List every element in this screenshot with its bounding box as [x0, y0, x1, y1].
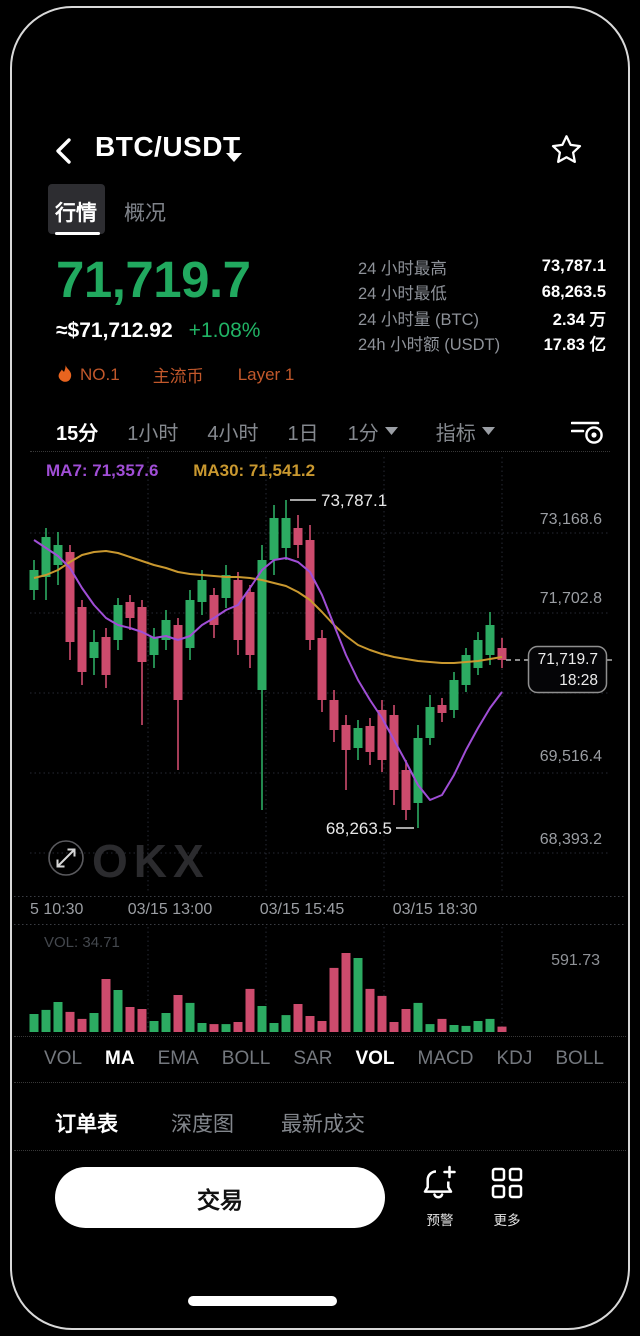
interval-dropdown[interactable]: 1分 [348, 417, 398, 446]
timeframe-1d[interactable]: 1日 [287, 422, 319, 445]
svg-text:OKX: OKX [92, 835, 210, 887]
timeframe-bar: 15分 1小时 4小时 1日 1分 指标 [0, 412, 640, 450]
svg-text:71,719.7: 71,719.7 [538, 651, 598, 668]
flame-icon [58, 365, 72, 382]
trade-button[interactable]: 交易 [55, 1167, 385, 1228]
indicator-boll[interactable]: BOLL [221, 1048, 271, 1069]
timeframe-1h[interactable]: 1小时 [127, 422, 179, 445]
divider [14, 1150, 626, 1151]
divider [14, 1082, 626, 1083]
candlestick-chart[interactable]: OKX 73,787.1 68,263.5 71,719.7 18:28 73,1… [0, 455, 640, 1035]
indicator-ema[interactable]: EMA [157, 1048, 199, 1069]
tab-order-book[interactable]: 订单表 [55, 1113, 118, 1136]
badge-layer1[interactable]: Layer 1 [237, 364, 295, 384]
svg-text:68,393.2: 68,393.2 [540, 831, 602, 848]
badge-mainstream[interactable]: 主流币 [152, 367, 204, 386]
pair-title[interactable]: BTC/USDT [95, 131, 241, 162]
fiat-price: ≈$71,712.92 [56, 319, 173, 342]
indicator-vol-sub[interactable]: VOL [355, 1048, 395, 1069]
indicator-boll-sub[interactable]: BOLL [555, 1048, 604, 1069]
tab-market[interactable]: 行情 [55, 202, 97, 225]
ma7-label: MA7: 71,357.6 [46, 461, 159, 480]
indicator-dropdown[interactable]: 指标 [436, 417, 495, 446]
grid-more-icon [491, 1167, 523, 1199]
more-label: 更多 [493, 1213, 521, 1228]
chart-settings-icon[interactable] [571, 418, 606, 445]
timeframe-15m[interactable]: 15分 [56, 422, 99, 445]
svg-text:69,516.4: 69,516.4 [540, 748, 602, 765]
last-price: 71,719.7 [56, 251, 251, 308]
tab-latest-trades[interactable]: 最新成交 [281, 1113, 365, 1136]
svg-text:73,168.6: 73,168.6 [540, 511, 602, 528]
chevron-down-icon [384, 427, 398, 435]
pair-dropdown-caret[interactable] [226, 149, 242, 162]
stat-high: 24 小时最高 73,787.1 [358, 257, 606, 278]
ma30-label: MA30: 71,541.2 [193, 461, 316, 480]
svg-text:03/15 13:00: 03/15 13:00 [128, 901, 213, 918]
stat-turnover-usdt: 24h 小时额 (USDT) 17.83 亿 [358, 336, 606, 355]
stats-panel: 24 小时最高 73,787.1 24 小时最低 68,263.5 24 小时量 (… [358, 254, 606, 356]
stat-low: 24 小时最低 68,263.5 [358, 282, 606, 304]
chevron-down-icon [481, 427, 495, 435]
tab-overview[interactable]: 概况 [124, 202, 166, 225]
svg-text:5 10:30: 5 10:30 [30, 901, 83, 918]
back-button[interactable] [52, 136, 76, 166]
more-action[interactable]: 更多 [477, 1164, 537, 1229]
bell-plus-icon [423, 1165, 456, 1199]
favorite-star-icon[interactable] [550, 133, 583, 166]
alert-action[interactable]: 预警 [408, 1164, 472, 1229]
indicator-kdj[interactable]: KDJ [496, 1048, 533, 1069]
svg-text:73,787.1: 73,787.1 [321, 491, 387, 510]
tab-depth-chart[interactable]: 深度图 [171, 1113, 234, 1136]
tab-market-highlight [48, 184, 105, 234]
badge-row: NO.1 主流币 Layer 1 [58, 362, 294, 387]
svg-text:18:28: 18:28 [559, 672, 598, 689]
indicator-macd[interactable]: MACD [417, 1048, 474, 1069]
divider [14, 1036, 626, 1037]
fiat-price-row: ≈$71,712.92 +1.08% [56, 319, 260, 343]
indicator-vol-main[interactable]: VOL [44, 1048, 83, 1069]
svg-text:VOL: 34.71: VOL: 34.71 [44, 934, 120, 951]
svg-text:68,263.5: 68,263.5 [326, 819, 392, 838]
svg-text:03/15 18:30: 03/15 18:30 [393, 901, 478, 918]
home-indicator[interactable] [188, 1296, 337, 1306]
orderbook-tabs: 订单表 深度图 最新成交 [0, 1098, 640, 1148]
stat-volume-btc: 24 小时量 (BTC) 2.34 万 [358, 310, 606, 329]
svg-text:03/15 15:45: 03/15 15:45 [260, 901, 345, 918]
timeframe-4h[interactable]: 4小时 [207, 422, 259, 445]
tab-active-underline [55, 232, 100, 235]
ma-legend: MA7: 71,357.6 MA30: 71,541.2 [46, 461, 315, 481]
indicator-sar[interactable]: SAR [293, 1048, 333, 1069]
divider [30, 451, 610, 452]
indicator-ma[interactable]: MA [105, 1048, 135, 1069]
alert-label: 预警 [426, 1213, 454, 1228]
badge-rank[interactable]: NO.1 [80, 364, 120, 384]
price-change-percent: +1.08% [188, 319, 261, 342]
indicator-tabs: VOL MA EMA BOLL SAR VOL MACD KDJ BOLL [0, 1037, 640, 1081]
svg-text:591.73: 591.73 [551, 952, 600, 969]
svg-text:71,702.8: 71,702.8 [540, 590, 602, 607]
